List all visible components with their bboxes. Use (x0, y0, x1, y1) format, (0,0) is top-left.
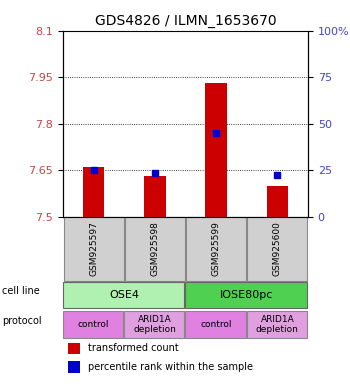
FancyBboxPatch shape (186, 311, 245, 338)
Text: GSM925600: GSM925600 (273, 221, 282, 276)
FancyBboxPatch shape (247, 311, 307, 338)
FancyBboxPatch shape (186, 282, 307, 308)
Bar (205, 83, 227, 217)
Text: GSM925598: GSM925598 (150, 221, 159, 276)
Text: GSM925599: GSM925599 (212, 221, 220, 276)
Text: control: control (200, 320, 232, 329)
Text: GSM925597: GSM925597 (89, 221, 98, 276)
FancyBboxPatch shape (247, 217, 307, 281)
Title: GDS4826 / ILMN_1653670: GDS4826 / ILMN_1653670 (95, 14, 276, 28)
Text: ARID1A
depletion: ARID1A depletion (133, 315, 176, 334)
FancyBboxPatch shape (125, 217, 185, 281)
FancyBboxPatch shape (63, 282, 184, 308)
Text: cell line: cell line (2, 286, 40, 296)
FancyBboxPatch shape (186, 217, 246, 281)
FancyBboxPatch shape (124, 311, 184, 338)
Bar (83, 167, 104, 217)
Text: ARID1A
depletion: ARID1A depletion (256, 315, 299, 334)
Bar (68, 343, 80, 354)
Text: transformed count: transformed count (88, 343, 178, 353)
Text: percentile rank within the sample: percentile rank within the sample (88, 362, 252, 372)
FancyBboxPatch shape (64, 217, 124, 281)
Text: control: control (78, 320, 109, 329)
FancyBboxPatch shape (63, 311, 123, 338)
Bar (68, 361, 80, 372)
Text: protocol: protocol (2, 316, 41, 326)
Text: IOSE80pc: IOSE80pc (220, 290, 273, 300)
Text: OSE4: OSE4 (109, 290, 139, 300)
Bar (267, 186, 288, 217)
Bar (144, 177, 166, 217)
